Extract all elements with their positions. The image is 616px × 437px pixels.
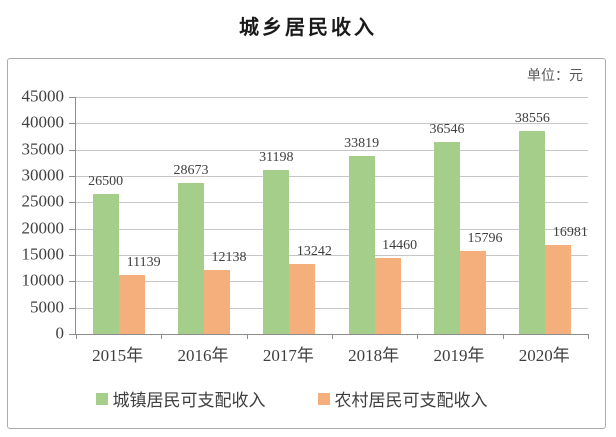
bar-value-label: 16981 <box>552 224 588 240</box>
y-axis-tick-label: 40000 <box>21 112 65 132</box>
bar-value-label: 14460 <box>382 237 418 253</box>
bar-urban-2020年: 38556 <box>515 111 550 334</box>
bar-value-label: 38556 <box>514 110 550 126</box>
bar-value-label: 13242 <box>296 244 332 260</box>
bar-value-label: 15796 <box>467 230 503 246</box>
y-axis-tick-label: 15000 <box>21 244 65 264</box>
y-axis-tick <box>69 281 76 283</box>
legend: 城镇居民可支配收入 农村居民可支配收入 <box>0 386 590 411</box>
y-axis-tick <box>69 228 76 230</box>
bar-value-label: 33819 <box>344 135 380 151</box>
gridline <box>76 228 588 230</box>
chart-title: 城乡居民收入 <box>239 15 377 39</box>
x-axis-tick <box>417 334 419 339</box>
bar-group: 38556 16981 <box>503 97 588 334</box>
bar-value-label: 11139 <box>126 255 161 271</box>
gridline <box>76 281 588 283</box>
legend-swatch-icon <box>95 392 108 405</box>
x-axis-tick <box>588 334 589 339</box>
bar-urban-2018年: 33819 <box>344 136 379 334</box>
y-axis-tick <box>69 175 76 177</box>
legend-item: 城镇居民可支配收入 <box>95 386 266 411</box>
x-axis-tick <box>246 334 248 339</box>
gridline <box>76 254 588 256</box>
bar-group: 33819 14460 <box>332 97 417 334</box>
x-axis-category-label: 2019年 <box>433 346 485 365</box>
y-axis-tick-label: 20000 <box>21 218 65 238</box>
bar-group: 26500 11139 <box>76 97 161 334</box>
bar-value-label: 28673 <box>173 163 209 178</box>
bar-value-label: 12138 <box>211 250 247 266</box>
x-axis-labels: 2015年 2016年 2017年 2018年 2019年 2020年 <box>75 341 587 366</box>
bar-rural-2020年: 16981 <box>545 225 588 334</box>
gridline <box>76 123 588 125</box>
y-axis-tick-label: 45000 <box>21 86 65 106</box>
y-axis-tick <box>69 334 76 335</box>
bar-rural-2018年: 14460 <box>374 238 417 334</box>
x-axis-category-label: 2015年 <box>92 346 144 365</box>
bar-rural-2017年: 13242 <box>289 244 332 334</box>
y-axis-tick-label: 5000 <box>30 297 64 317</box>
y-axis-tick <box>69 149 76 151</box>
gridline <box>76 307 588 309</box>
gridline <box>76 149 588 151</box>
bar-urban-2019年: 36546 <box>429 122 464 334</box>
unit-label: 单位：元 <box>527 69 583 84</box>
bar-rural-2019年: 15796 <box>459 231 502 334</box>
y-axis-tick-label: 25000 <box>21 191 65 211</box>
y-axis-tick <box>69 254 76 256</box>
bar-urban-2017年: 31198 <box>259 150 294 334</box>
y-axis-tick <box>69 307 76 309</box>
legend-item: 农村居民可支配收入 <box>317 386 488 411</box>
y-axis-tick-label: 30000 <box>21 165 65 185</box>
y-axis-tick-label: 35000 <box>21 139 65 159</box>
bar-rural-2016年: 12138 <box>203 250 246 334</box>
gridline <box>76 202 588 204</box>
x-axis-category-label: 2020年 <box>518 346 570 365</box>
bar-rural-2015年: 11139 <box>118 255 161 334</box>
legend-label: 农村居民可支配收入 <box>334 391 488 410</box>
bar-value-label: 26500 <box>88 174 124 190</box>
bar-value-label: 36546 <box>429 121 465 137</box>
bar-group: 36546 15796 <box>417 97 502 334</box>
gridline <box>76 97 588 98</box>
gridline <box>76 175 588 177</box>
plot-area: 45000 40000 35000 30000 25000 20000 15000 10000… <box>22 87 589 343</box>
x-axis-category-label: 2016年 <box>177 346 229 365</box>
y-axis-tick <box>69 202 76 204</box>
y-axis-tick-label: 0 <box>55 323 65 343</box>
x-axis-tick <box>332 334 333 339</box>
y-axis-tick-label: 10000 <box>21 270 65 290</box>
x-axis-category-label: 2017年 <box>262 346 314 365</box>
x-axis-tick <box>502 334 504 339</box>
y-axis-tick <box>69 97 76 98</box>
bar-urban-2015年: 26500 <box>88 174 123 334</box>
legend-label: 城镇居民可支配收入 <box>112 391 266 410</box>
legend-swatch-icon <box>317 392 330 405</box>
bar-urban-2016年: 28673 <box>173 163 208 334</box>
x-axis-tick <box>161 334 163 339</box>
x-axis-category-label: 2018年 <box>348 346 400 365</box>
bar-group: 31198 13242 <box>247 97 332 334</box>
y-axis-tick <box>69 123 76 125</box>
bar-value-label: 31198 <box>259 149 294 165</box>
bar-group: 28673 12138 <box>161 97 246 334</box>
chart-area: 单位：元 45000 40000 35000 30000 25000 20000 15000… <box>7 58 606 429</box>
x-axis-tick <box>76 334 77 339</box>
